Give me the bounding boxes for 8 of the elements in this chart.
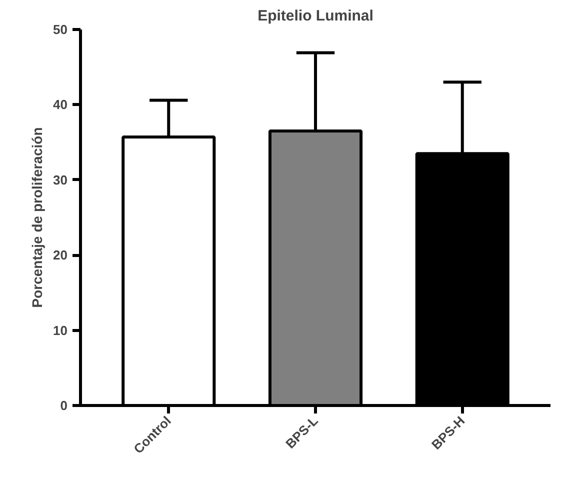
y-tick-label: 0 — [60, 398, 68, 413]
chart-title: Epitelio Luminal — [258, 8, 374, 24]
y-axis-title: Porcentaje de proliferación — [29, 127, 46, 308]
y-tick-label: 20 — [53, 248, 68, 263]
y-tick-label: 40 — [53, 97, 68, 112]
y-tick-label: 50 — [53, 22, 68, 37]
y-tick-label: 30 — [53, 172, 68, 188]
y-tick-label: 10 — [53, 322, 68, 338]
